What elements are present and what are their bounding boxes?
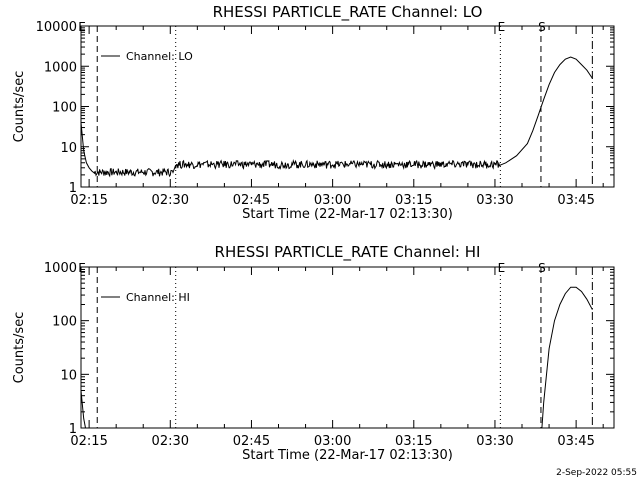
lo-x-tick-label: 02:45 [233, 193, 270, 208]
hi-x-axis-label: Start Time (22-Mar-17 02:13:30) [242, 448, 453, 463]
hi-x-tick-label: 02:15 [70, 434, 107, 449]
hi-chart-title: RHESSI PARTICLE_RATE Channel: HI [215, 243, 481, 262]
hi-y-tick-label: 1 [69, 422, 77, 437]
generation-timestamp: 2-Sep-2022 05:55 [556, 468, 637, 478]
hi-x-tick-label: 03:15 [395, 434, 432, 449]
lo-legend-entry: Channel: LO [126, 50, 193, 63]
lo-marker-label: E [498, 20, 506, 34]
lo-marker-label: S [538, 20, 546, 34]
lo-x-tick-label: 03:15 [395, 193, 432, 208]
hi-marker-label: E [498, 261, 506, 275]
lo-channel-panel: RHESSI PARTICLE_RATE Channel: LO 02:15 02:… [12, 3, 615, 222]
hi-x-tick-label: 02:30 [152, 434, 189, 449]
hi-channel-panel: RHESSI PARTICLE_RATE Channel: HI 02:15 02:… [12, 243, 615, 463]
lo-x-tick-label: 03:00 [314, 193, 351, 208]
lo-y-tick-label: 1000 [44, 60, 77, 75]
lo-y-tick-label: 10000 [36, 20, 77, 35]
hi-series-line [81, 286, 593, 428]
lo-chart-title: RHESSI PARTICLE_RATE Channel: LO [213, 3, 483, 22]
hi-y-tick-label: 100 [52, 315, 77, 330]
hi-y-axis-label: Counts/sec [12, 312, 27, 384]
hi-x-tick-label: 02:45 [233, 434, 270, 449]
lo-y-axis-label: Counts/sec [12, 71, 27, 143]
lo-x-tick-label: 03:45 [557, 193, 594, 208]
hi-x-tick-label: 03:00 [314, 434, 351, 449]
lo-y-tick-label: 1 [69, 181, 77, 196]
lo-x-tick-label: 02:30 [152, 193, 189, 208]
hi-x-tick-label: 03:30 [476, 434, 513, 449]
lo-x-tick-label: 02:15 [70, 193, 107, 208]
hi-marker-label: E [78, 261, 86, 275]
hi-y-tick-label: 10 [60, 368, 77, 383]
hi-y-tick-label: 1000 [44, 261, 77, 276]
lo-marker-label: E [78, 20, 86, 34]
lo-series-line [81, 56, 593, 178]
hi-legend-entry: Channel: HI [126, 291, 190, 304]
lo-y-tick-label: 100 [52, 101, 77, 116]
hi-marker-label: S [538, 261, 546, 275]
hi-x-tick-label: 03:45 [557, 434, 594, 449]
lo-x-tick-label: 03:30 [476, 193, 513, 208]
lo-x-axis-label: Start Time (22-Mar-17 02:13:30) [242, 207, 453, 222]
lo-y-tick-label: 10 [60, 141, 77, 156]
